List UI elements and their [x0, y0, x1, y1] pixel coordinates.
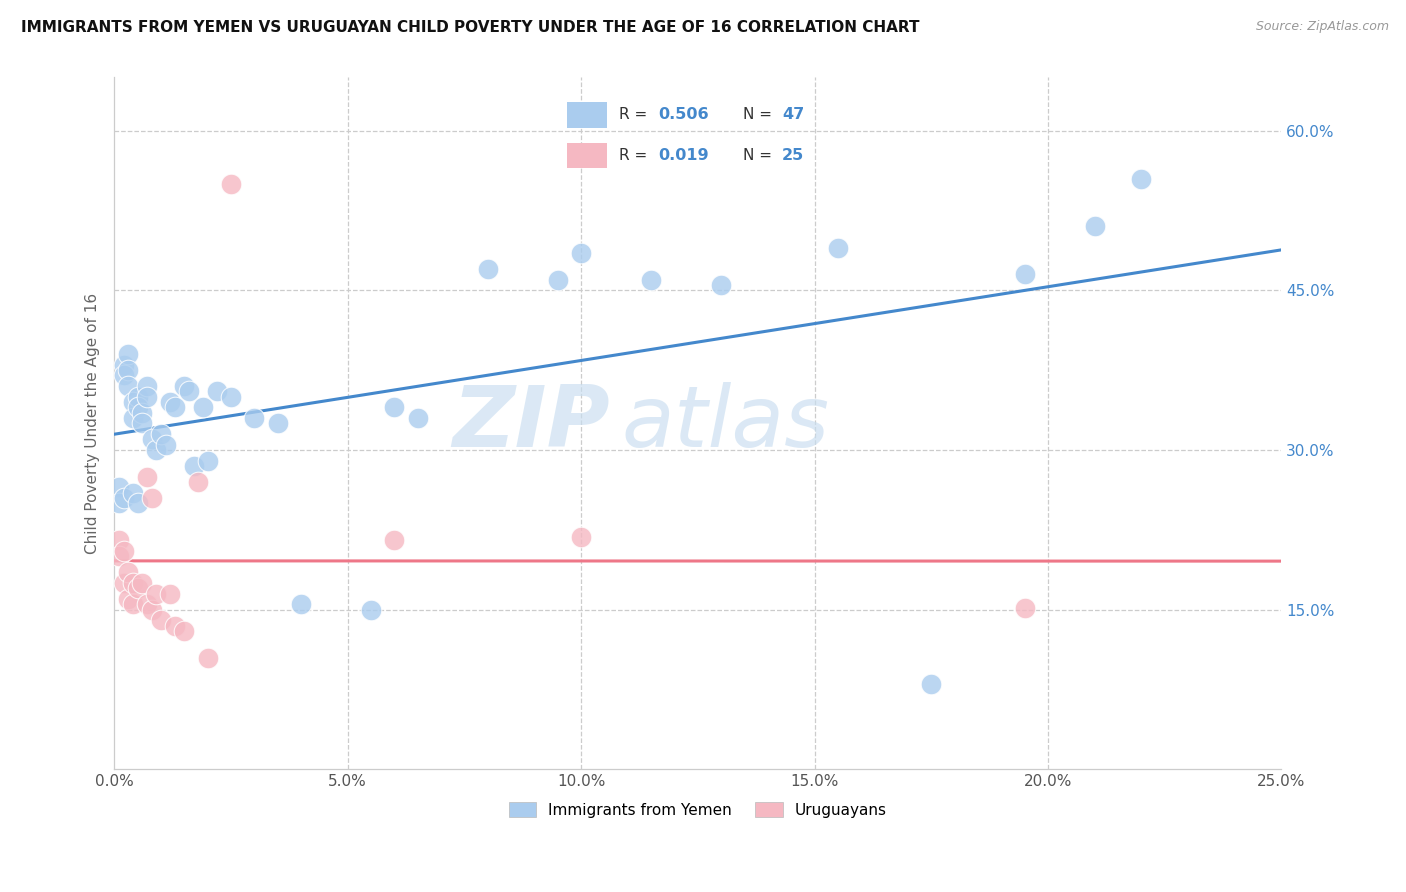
- Point: [197, 650, 219, 665]
- Bar: [568, 102, 607, 128]
- Text: N =: N =: [742, 107, 776, 122]
- Point: [290, 597, 312, 611]
- Point: [177, 384, 200, 399]
- Point: [112, 491, 135, 505]
- Point: [117, 566, 139, 580]
- Y-axis label: Child Poverty Under the Age of 16: Child Poverty Under the Age of 16: [86, 293, 100, 554]
- Point: [112, 358, 135, 372]
- Point: [145, 587, 167, 601]
- Point: [360, 602, 382, 616]
- Point: [477, 262, 499, 277]
- Point: [187, 475, 209, 489]
- Text: 47: 47: [782, 107, 804, 122]
- Point: [121, 576, 143, 591]
- Point: [219, 177, 242, 191]
- Point: [159, 395, 181, 409]
- Text: 25: 25: [782, 148, 804, 163]
- Point: [173, 379, 195, 393]
- Point: [569, 530, 592, 544]
- Point: [173, 624, 195, 638]
- Point: [117, 592, 139, 607]
- Point: [127, 496, 149, 510]
- Point: [1014, 268, 1036, 282]
- Point: [117, 379, 139, 393]
- Point: [108, 549, 131, 564]
- Text: 0.506: 0.506: [658, 107, 709, 122]
- Point: [108, 533, 131, 548]
- Point: [135, 390, 157, 404]
- Point: [117, 347, 139, 361]
- Text: R =: R =: [619, 148, 652, 163]
- Point: [710, 278, 733, 293]
- Point: [127, 390, 149, 404]
- Point: [640, 273, 662, 287]
- Point: [131, 576, 153, 591]
- Point: [131, 417, 153, 431]
- Point: [121, 395, 143, 409]
- Point: [920, 677, 942, 691]
- Text: IMMIGRANTS FROM YEMEN VS URUGUAYAN CHILD POVERTY UNDER THE AGE OF 16 CORRELATION: IMMIGRANTS FROM YEMEN VS URUGUAYAN CHILD…: [21, 20, 920, 35]
- Point: [163, 618, 186, 632]
- Point: [141, 602, 163, 616]
- Point: [141, 433, 163, 447]
- Point: [112, 576, 135, 591]
- Point: [141, 491, 163, 505]
- Point: [117, 363, 139, 377]
- Point: [135, 597, 157, 611]
- Point: [183, 458, 205, 473]
- Text: R =: R =: [619, 107, 652, 122]
- Point: [382, 401, 405, 415]
- Point: [243, 411, 266, 425]
- Text: 0.019: 0.019: [658, 148, 709, 163]
- Point: [127, 582, 149, 596]
- Point: [197, 453, 219, 467]
- Point: [108, 496, 131, 510]
- Point: [569, 246, 592, 260]
- Point: [191, 401, 214, 415]
- Point: [108, 480, 131, 494]
- Text: atlas: atlas: [621, 382, 830, 465]
- Text: ZIP: ZIP: [453, 382, 610, 465]
- Point: [163, 401, 186, 415]
- Bar: [568, 143, 607, 169]
- Point: [127, 401, 149, 415]
- Point: [266, 417, 288, 431]
- Text: Source: ZipAtlas.com: Source: ZipAtlas.com: [1256, 20, 1389, 33]
- Point: [131, 406, 153, 420]
- Point: [406, 411, 429, 425]
- Point: [121, 411, 143, 425]
- Point: [1084, 219, 1107, 234]
- Text: N =: N =: [742, 148, 776, 163]
- Point: [827, 241, 849, 255]
- Point: [135, 379, 157, 393]
- Point: [135, 469, 157, 483]
- Point: [1130, 171, 1153, 186]
- Legend: Immigrants from Yemen, Uruguayans: Immigrants from Yemen, Uruguayans: [502, 796, 893, 824]
- Point: [219, 390, 242, 404]
- Point: [112, 544, 135, 558]
- Point: [121, 597, 143, 611]
- Point: [155, 437, 177, 451]
- Point: [1014, 600, 1036, 615]
- Point: [121, 485, 143, 500]
- Point: [112, 368, 135, 383]
- Point: [149, 613, 172, 627]
- Point: [145, 442, 167, 457]
- Point: [159, 587, 181, 601]
- Point: [547, 273, 569, 287]
- Point: [149, 427, 172, 442]
- Point: [205, 384, 228, 399]
- Point: [382, 533, 405, 548]
